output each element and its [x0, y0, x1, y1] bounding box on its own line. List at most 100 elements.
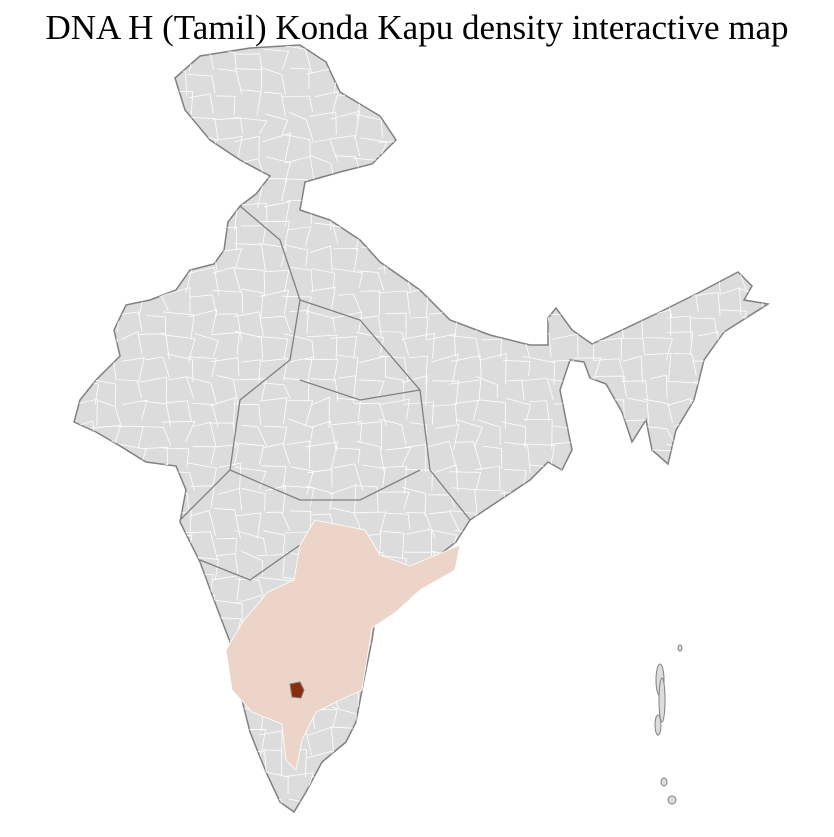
district-border [96, 70, 123, 97]
district-border [186, 356, 217, 377]
district-border [288, 418, 314, 450]
district-border [114, 242, 143, 267]
district-border [121, 728, 143, 750]
district-border [721, 375, 743, 402]
district-border [311, 268, 336, 290]
district-border [693, 770, 719, 797]
district-border [764, 132, 768, 164]
district-border [550, 683, 573, 715]
district-border [259, 397, 288, 425]
district-border [549, 45, 573, 71]
district-border [74, 177, 97, 208]
district-border [522, 443, 556, 464]
district-border [91, 708, 124, 738]
island [667, 795, 677, 805]
district-border [737, 374, 768, 401]
district-border [617, 51, 646, 77]
district-border [738, 138, 768, 160]
district-border [766, 731, 768, 752]
district-border [281, 295, 312, 315]
low-density-region[interactable] [225, 519, 461, 771]
district-border [166, 400, 192, 422]
district-border [74, 224, 98, 246]
district-border [403, 68, 435, 96]
district-border [553, 794, 576, 812]
district-border [648, 599, 672, 621]
district-border [434, 424, 460, 450]
district-border [672, 162, 693, 184]
high-density-district[interactable] [289, 681, 305, 699]
district-border [91, 641, 118, 663]
district-border [522, 228, 551, 247]
district-border [574, 556, 599, 582]
district-border [146, 315, 167, 337]
district-border [194, 133, 217, 164]
district-border [141, 93, 171, 119]
district-border [264, 91, 286, 117]
district-border [719, 464, 742, 495]
district-border [168, 642, 187, 666]
district-border [265, 156, 291, 183]
district-border [356, 729, 379, 759]
district-border [145, 664, 170, 688]
district-border [522, 355, 556, 385]
district-border [215, 156, 242, 179]
district-border [401, 487, 426, 516]
district-border [117, 221, 147, 252]
district-border [458, 69, 479, 95]
district-border [458, 111, 482, 135]
district-border [74, 46, 94, 73]
district-border [122, 507, 146, 530]
district-border [385, 512, 411, 531]
district-border [212, 266, 242, 293]
district-border [765, 332, 768, 356]
district-border [118, 595, 145, 618]
district-border [499, 663, 524, 692]
district-border [570, 796, 603, 812]
district-border [378, 223, 411, 252]
district-border [743, 332, 768, 358]
district-border [521, 93, 553, 119]
district-border [578, 176, 603, 203]
district-border [333, 247, 359, 272]
district-border [742, 316, 768, 341]
district-border [667, 706, 700, 736]
district-border [716, 227, 740, 248]
district-border [136, 507, 170, 530]
district-border [410, 663, 432, 689]
district-border [74, 684, 96, 714]
district-border [763, 771, 768, 796]
district-border [714, 49, 747, 74]
district-border [338, 293, 362, 312]
district-border [260, 315, 292, 333]
island [677, 644, 683, 652]
district-border [529, 265, 554, 293]
district-border [599, 688, 622, 707]
district-border [765, 113, 768, 137]
district-border [379, 691, 409, 712]
district-border [499, 89, 528, 116]
district-border [378, 465, 408, 494]
district-border [762, 799, 768, 812]
district-border [598, 554, 627, 579]
district-border [458, 198, 482, 224]
district-border [310, 420, 338, 452]
district-border [530, 800, 552, 812]
district-border [408, 355, 428, 385]
district-border [595, 375, 627, 398]
district-border [738, 770, 768, 796]
district-border [74, 200, 99, 229]
district-border [577, 730, 602, 756]
district-border [189, 705, 212, 729]
district-border [763, 90, 768, 116]
district-border [145, 356, 171, 379]
district-border [402, 375, 428, 407]
district-border [74, 622, 95, 641]
district-border [378, 530, 405, 559]
district-border [482, 246, 500, 267]
district-border [575, 313, 601, 338]
district-border [404, 227, 430, 253]
district-border [673, 487, 698, 515]
district-border [190, 202, 215, 225]
